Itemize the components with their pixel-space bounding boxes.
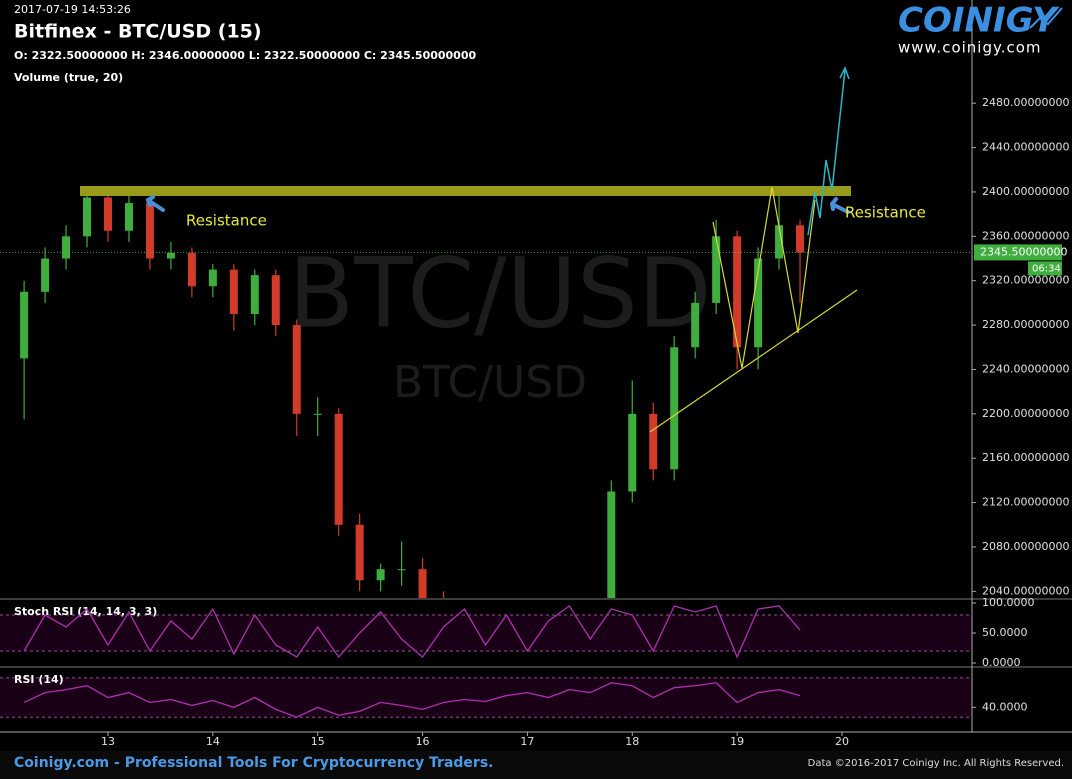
candle-body [712,236,721,303]
candle-body [733,236,742,348]
arrow [830,197,850,214]
copyright: Data ©2016-2017 Coinigy Inc. All Rights … [808,758,1064,769]
candle-body [208,269,217,287]
x-tick-label: 19 [730,735,744,748]
x-tick-label: 18 [625,735,639,748]
projection [807,69,846,236]
last-price-tag [974,244,1062,261]
y-tick-label: 2320.00000000 [982,274,1069,287]
indicator-line [23,605,801,659]
y-tick-label: 2080.00000000 [982,540,1069,553]
watermark: BTC/USD [288,237,711,349]
pattern-line [712,186,816,369]
y-tick-label: 2160.00000000 [982,451,1069,464]
footer-text: Coinigy.com - Professional Tools For Cry… [14,755,493,771]
candle-body [649,413,658,470]
candle-body [397,569,406,571]
candle-body [355,524,364,581]
candle-body [187,252,196,287]
y-tick-label: 2240.00000000 [982,362,1069,375]
candle-body [670,347,679,470]
y-tick-label: 2120.00000000 [982,496,1069,509]
candle-body [607,491,616,598]
candle-body [271,275,280,326]
annotation: Resistance [845,204,926,222]
title: Bitfinex - BTC/USD (15) [14,21,262,43]
last-price-label: 2345.50000000 [980,245,1067,258]
candle-body [62,236,71,259]
x-tick-label: 16 [416,735,430,748]
arrow [146,195,165,212]
x-tick-label: 17 [520,735,534,748]
x-tick-label: 15 [311,735,325,748]
candle-body [775,225,784,259]
annotation: Resistance [186,212,267,230]
panel-title: Stoch RSI (14, 14, 3, 3) [14,605,157,618]
x-tick-label: 20 [835,735,849,748]
countdown: 06:34 [1032,263,1061,274]
y-tick-label: 2040.00000000 [982,584,1069,597]
candle-body [145,203,154,259]
y-tick-label: 2440.00000000 [982,141,1069,154]
volume-label: Volume (true, 20) [14,71,123,84]
x-tick-label: 14 [206,735,220,748]
trend-line [649,289,858,433]
candle-body [250,275,259,314]
band-fill [0,677,972,718]
candle-body [83,197,92,237]
timestamp: 2017-07-19 14:53:26 [14,3,131,16]
candle-body [796,225,805,253]
logo-graph [1029,7,1063,29]
candle-body [418,569,427,598]
projection-arrow [839,66,850,80]
ohlc: O: 2322.50000000 H: 2346.00000000 L: 232… [14,49,476,62]
candle-body [124,203,133,231]
candle-body [691,302,700,348]
y-tick-label: 2360.00000000 [982,229,1069,242]
countdown-tag [1028,261,1062,276]
y-tick-label: 100.0000 [982,596,1035,609]
plot: 2040.00000000 2080.00000000 2120.00000000 2… [0,0,1072,748]
brand-url: www.coinigy.com [898,39,1042,57]
y-tick-label: 0.0000 [982,656,1021,669]
panel-title: RSI (14) [14,673,64,686]
footer-bar [0,751,1072,779]
candle-body [104,197,112,231]
y-tick-label: 50.0000 [982,626,1028,639]
y-tick-label: 2400.00000000 [982,185,1069,198]
candle-body [20,291,29,359]
candle-body [229,269,238,314]
candle-body [376,569,385,581]
candle-body [313,413,322,415]
candle-body [628,413,637,492]
y-tick-label: 40.0000 [982,700,1028,713]
y-tick-label: 2200.00000000 [982,407,1069,420]
band-fill [0,615,972,651]
watermark: BTC/USD [393,357,587,408]
candle-body [292,325,301,414]
x-tick-label: 13 [101,735,115,748]
candle-body [41,258,50,292]
candle-body [334,413,343,525]
y-tick-label: 2280.00000000 [982,318,1069,331]
logo: COINIGY [898,1,1060,41]
resistance-band [80,186,851,196]
indicator-line [23,682,801,718]
candle-body [754,258,763,348]
candle-body [166,252,175,259]
y-tick-label: 2480.00000000 [982,96,1069,109]
